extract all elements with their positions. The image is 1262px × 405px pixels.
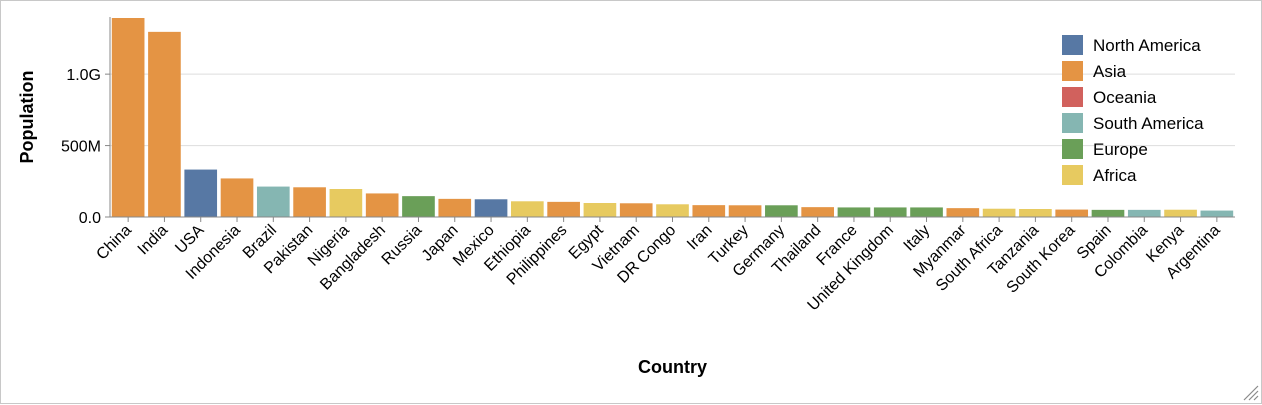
x-tick-label: Russia — [379, 222, 426, 269]
x-tick-label: China — [93, 222, 135, 264]
bar-south-korea[interactable] — [1055, 209, 1089, 217]
bar-germany[interactable] — [765, 205, 798, 217]
y-tick-label: 1.0G — [66, 67, 101, 84]
bar-tanzania[interactable] — [1019, 209, 1052, 217]
bar-vietnam[interactable] — [619, 203, 653, 217]
legend-label: South America — [1093, 114, 1204, 133]
bars — [111, 18, 1234, 217]
bar-turkey[interactable] — [728, 205, 762, 217]
bar-argentina[interactable] — [1200, 210, 1234, 217]
bar-usa[interactable] — [184, 169, 218, 217]
legend-label: Asia — [1093, 62, 1127, 81]
bar-brazil[interactable] — [256, 186, 290, 217]
bar-egypt[interactable] — [583, 203, 617, 217]
legend-swatch — [1062, 139, 1083, 159]
bar-italy[interactable] — [910, 207, 943, 217]
legend-swatch — [1062, 61, 1083, 81]
legend-swatch — [1062, 87, 1083, 107]
bar-dr-congo[interactable] — [656, 204, 689, 217]
x-tick-label: India — [135, 222, 172, 259]
bar-ethiopia[interactable] — [511, 201, 544, 217]
bar-spain[interactable] — [1091, 209, 1125, 217]
bar-indonesia[interactable] — [220, 178, 254, 217]
legend-label: Europe — [1093, 140, 1148, 159]
legend: North America Asia Oceania South America Eur… — [1062, 35, 1204, 185]
x-tick-label: Iran — [684, 222, 716, 254]
legend-swatch — [1062, 165, 1083, 185]
bar-bangladesh[interactable] — [365, 193, 399, 217]
bar-thailand[interactable] — [801, 207, 834, 217]
bar-india[interactable] — [148, 31, 181, 217]
bar-russia[interactable] — [402, 196, 435, 217]
bar-colombia[interactable] — [1127, 209, 1161, 217]
bar-iran[interactable] — [692, 205, 726, 217]
bar-japan[interactable] — [438, 198, 472, 217]
bar-philippines[interactable] — [547, 201, 580, 217]
y-tick-label: 500M — [61, 139, 101, 156]
legend-label: Oceania — [1093, 88, 1157, 107]
y-axis-title: Population — [17, 71, 37, 164]
bar-myanmar[interactable] — [946, 208, 980, 217]
y-tick-label: 0.0 — [79, 210, 101, 227]
bar-mexico[interactable] — [474, 199, 508, 217]
bar-pakistan[interactable] — [293, 187, 326, 217]
bar-nigeria[interactable] — [329, 189, 363, 217]
x-axis: China India USAIndonesiaBrazilPakistanNige… — [93, 216, 1235, 314]
y-axis: 0.0 500M 1.0G — [61, 17, 111, 227]
legend-swatch — [1062, 35, 1083, 55]
legend-label: North America — [1093, 36, 1201, 55]
legend-label: Africa — [1093, 166, 1137, 185]
bar-south-africa[interactable] — [982, 208, 1016, 217]
bar-united-kingdom[interactable] — [873, 207, 907, 217]
x-axis-title: Country — [638, 357, 707, 377]
resize-handle-icon[interactable] — [1239, 381, 1259, 401]
bar-china[interactable] — [111, 18, 145, 217]
bar-kenya[interactable] — [1164, 209, 1197, 217]
bar-france[interactable] — [837, 207, 871, 217]
legend-swatch — [1062, 113, 1083, 133]
